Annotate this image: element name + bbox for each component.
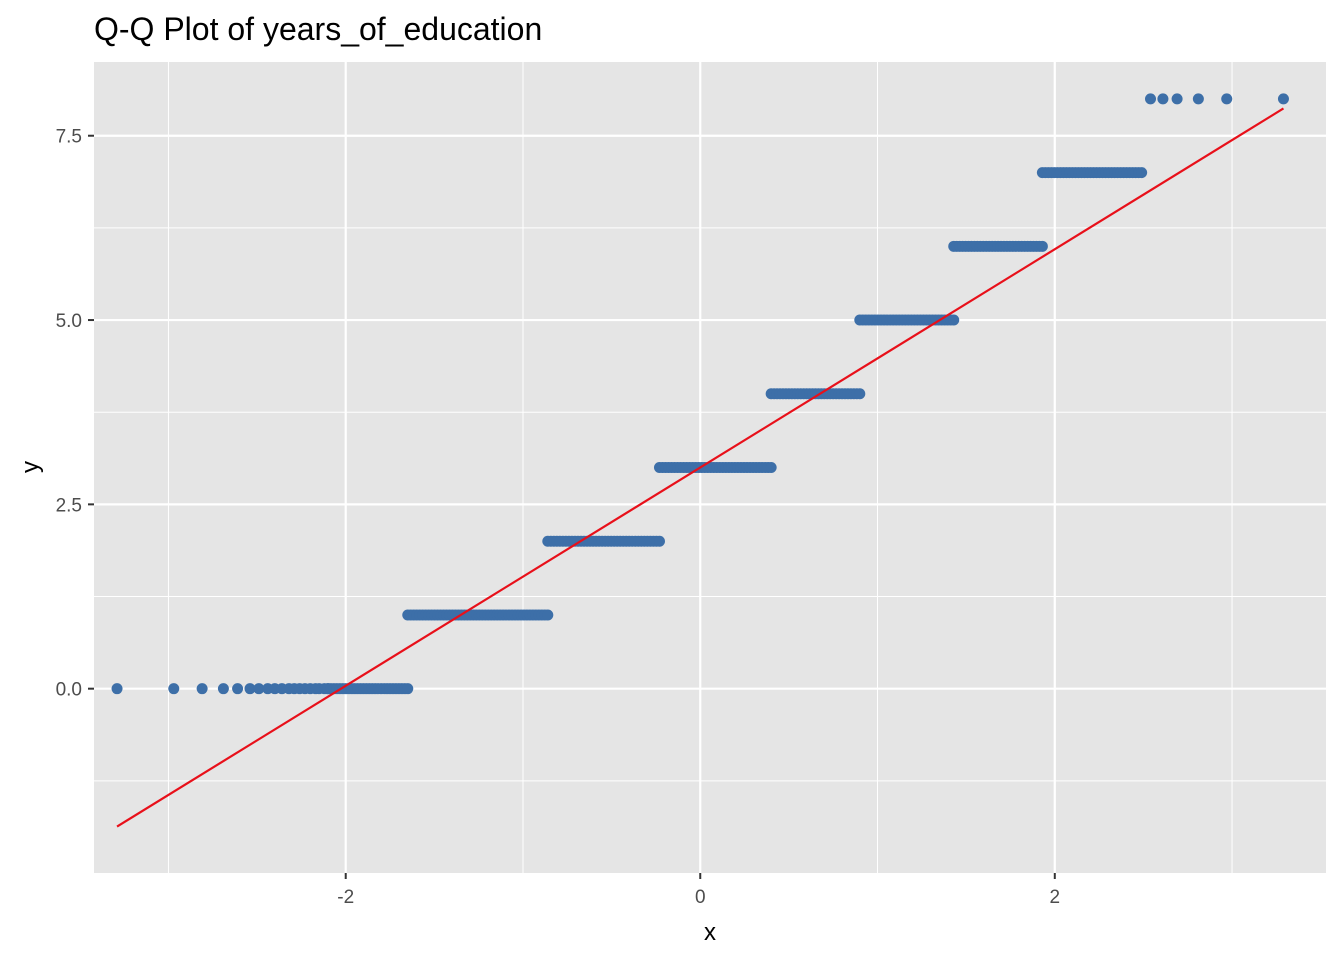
data-point [402,683,414,695]
data-point [653,535,665,547]
y-tick-label: 7.5 [56,127,82,148]
data-point [542,609,554,621]
reference-line [116,107,1285,828]
y-axis-title: y [17,461,44,473]
data-point [1192,93,1204,105]
data-point [854,388,866,400]
chart-title: Q-Q Plot of years_of_education [94,11,542,47]
data-point [232,683,244,695]
data-point [196,683,208,695]
data-point [111,683,123,695]
data-point [1145,93,1157,105]
data-point [948,314,960,326]
x-axis-title: x [704,919,716,946]
y-axis: 0.0 2.5 5.0 7.5 [56,127,94,701]
data-point [244,683,256,695]
y-tick-label: 5.0 [56,311,82,332]
data-point [1036,240,1048,252]
minor-gridlines [94,62,1326,873]
data-point [168,683,180,695]
y-tick-label: 0.0 [56,680,82,701]
data-point [1221,93,1233,105]
x-tick-label: 2 [1049,887,1060,908]
x-tick-label: -2 [337,887,354,908]
data-point [765,462,777,473]
data-point [1277,93,1289,105]
data-point [217,683,229,695]
data-point [1171,93,1183,105]
data-point [1157,93,1169,105]
x-axis: -2 0 2 [337,873,1060,908]
data-point [1136,167,1148,179]
x-tick-label: 0 [695,887,706,908]
data-point [253,683,265,695]
y-tick-label: 2.5 [56,495,82,516]
data-points [111,93,1289,695]
